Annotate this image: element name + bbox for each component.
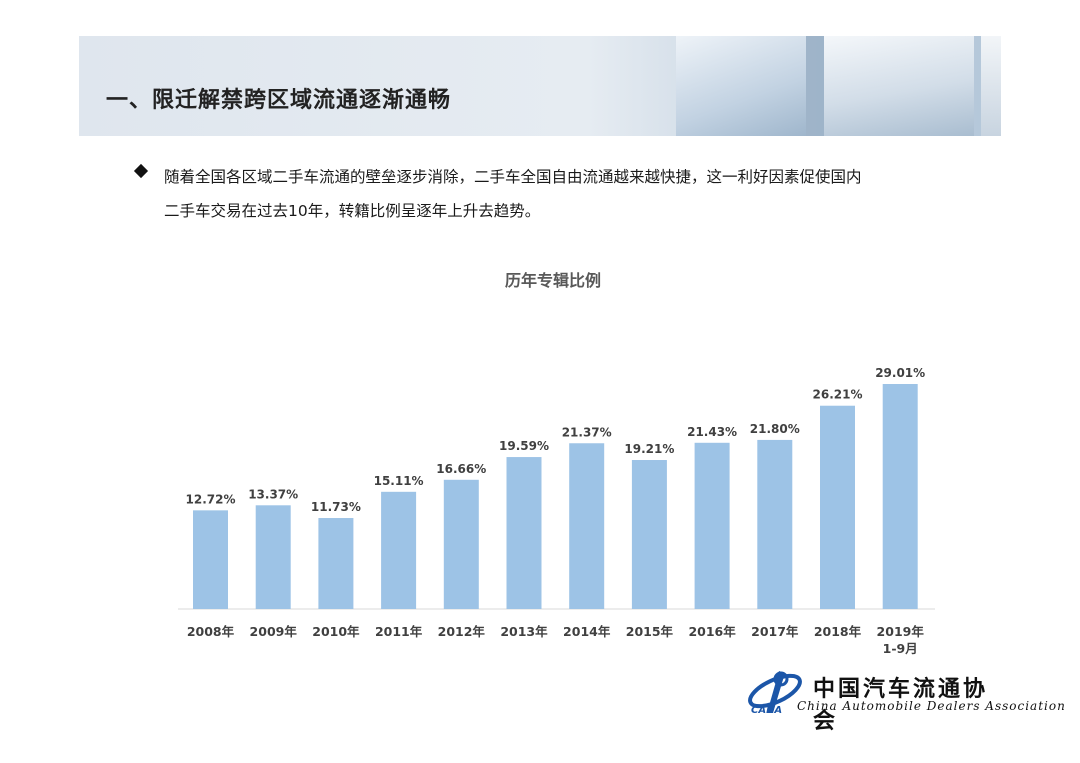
x-tick-label: 2010年 xyxy=(312,624,360,639)
x-tick-label: 2015年 xyxy=(626,624,674,639)
data-label: 12.72% xyxy=(186,492,236,506)
bullet-text-line: 随着全国各区域二手车流通的壁垒逐步消除，二手车全国自由流通越来越快捷，这一利好因… xyxy=(164,168,862,186)
x-tick-label: 2019年 xyxy=(877,624,925,639)
chart-bar xyxy=(443,479,479,609)
chart-bar xyxy=(882,384,918,609)
data-label: 15.11% xyxy=(374,474,424,488)
chart-bar xyxy=(757,439,793,609)
chart-bar xyxy=(318,518,354,609)
chart-bar xyxy=(381,491,417,609)
x-tick-label: 2012年 xyxy=(438,624,486,639)
x-tick-label: 2013年 xyxy=(500,624,548,639)
cada-logo-icon xyxy=(748,671,802,713)
data-label: 16.66% xyxy=(436,462,486,476)
chart-bar xyxy=(255,505,291,609)
banner-decoration xyxy=(676,36,806,136)
page-title: 一、限迁解禁跨区域流通逐渐通畅 xyxy=(106,88,452,113)
cada-logo: CADA 中国汽车流通协会 China Automobile Dealers A… xyxy=(745,665,1065,734)
data-label: 21.37% xyxy=(562,425,612,439)
data-label: 13.37% xyxy=(248,487,298,501)
chart-bar xyxy=(631,460,667,609)
x-tick-label: 2016年 xyxy=(688,624,736,639)
x-tick-label: 2009年 xyxy=(250,624,298,639)
data-label: 11.73% xyxy=(311,500,361,514)
chart-bar xyxy=(193,510,228,609)
data-label: 21.43% xyxy=(687,425,737,439)
chart-bar xyxy=(506,457,542,609)
data-label: 29.01% xyxy=(875,366,925,380)
banner-decoration xyxy=(824,36,974,136)
data-label: 19.21% xyxy=(624,442,674,456)
data-label: 21.80% xyxy=(750,422,800,436)
logo-name-cn: 中国汽车流通协会 xyxy=(813,677,989,734)
data-label: 26.21% xyxy=(813,388,863,402)
x-tick-label: 2008年 xyxy=(187,624,235,639)
x-tick-label: 2017年 xyxy=(751,624,799,639)
bullet-text-line: 二手车交易在过去10年，转籍比例呈逐年上升去趋势。 xyxy=(164,202,541,220)
chart-bar xyxy=(694,442,730,609)
header-banner: 一、限迁解禁跨区域流通逐渐通畅 xyxy=(79,36,1001,136)
data-label: 19.59% xyxy=(499,439,549,453)
logo-abbreviation: CADA xyxy=(751,705,783,716)
x-tick-label: 2011年 xyxy=(375,624,423,639)
x-tick-label: 1-9月 xyxy=(883,641,918,656)
chart-title: 历年专辑比例 xyxy=(505,271,601,290)
bullet-paragraph: 随着全国各区域二手车流通的壁垒逐步消除，二手车全国自由流通越来越快捷，这一利好因… xyxy=(133,160,1000,228)
banner-decoration xyxy=(981,36,1001,136)
chart-bar xyxy=(569,443,605,609)
banner-decoration xyxy=(806,36,824,136)
x-tick-label: 2014年 xyxy=(563,624,611,639)
chart-bar xyxy=(820,405,855,609)
x-tick-label: 2018年 xyxy=(814,624,862,639)
logo-name-en: China Automobile Dealers Association xyxy=(797,699,1066,713)
